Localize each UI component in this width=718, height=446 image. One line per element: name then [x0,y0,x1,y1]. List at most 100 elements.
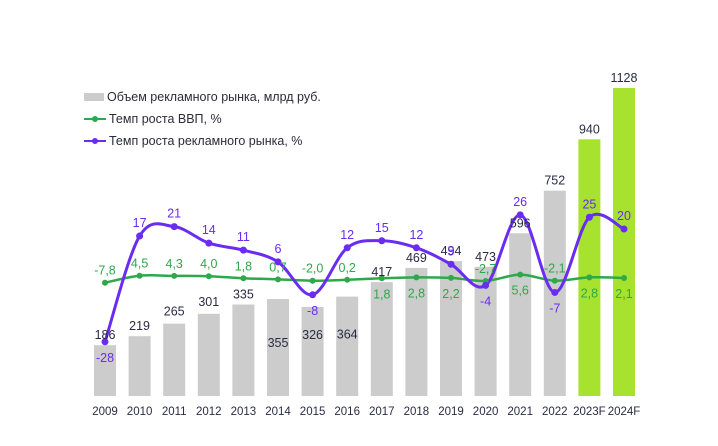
ad-point [482,281,490,289]
ad-value-label: 11 [237,230,250,244]
bar [267,299,289,396]
x-tick-label: 2010 [127,406,153,418]
x-tick-label: 2011 [162,406,187,418]
bar-value-label: 473 [475,250,496,264]
gdp-point [378,275,385,282]
gdp-point [102,279,108,286]
bar [336,296,359,396]
gdp-point [413,274,420,281]
bar [440,261,462,396]
bar-value-label: 219 [129,319,150,333]
ad-point [620,225,628,233]
bar-value-label: 417 [371,265,392,279]
ad-value-label: 14 [202,223,216,237]
ad-value-label: 12 [409,228,423,242]
gdp-value-label: 4,5 [131,257,148,271]
gdp-point [240,275,247,282]
ad-value-label: 17 [133,216,147,230]
ad-point [205,239,213,247]
bar [232,304,255,396]
ad-value-label: 20 [617,209,631,223]
x-tick-label: 2023F [573,406,606,418]
legend-label: Объем рекламного рынка, млрд руб. [107,90,321,104]
ad-point [447,260,455,268]
bar-value-label: 596 [510,216,531,230]
bar-value-label: 301 [198,295,219,309]
bar-value-label: 335 [233,288,254,302]
x-tick-label: 2017 [369,406,395,418]
ad-value-label: -8 [307,304,318,318]
bar-value-label: 265 [164,305,185,319]
x-tick-label: 2018 [404,406,430,418]
ad-value-label: 15 [375,221,389,235]
gdp-point [344,276,351,283]
bar-value-label: 364 [337,328,358,342]
gdp-point [586,274,593,281]
bar-value-label: 186 [95,328,116,342]
x-tick-label: 2015 [300,406,326,418]
x-tick-label: 2020 [473,406,499,418]
legend-item-ad-growth: Темп роста рекламного рынка, % [84,130,321,152]
bar-value-label: 469 [406,251,427,265]
bar-value-label: 940 [579,122,600,136]
bar-value-label: 355 [268,336,289,350]
bar [509,233,532,396]
x-tick-label: 2012 [196,406,222,418]
gdp-value-label: -2,7 [475,262,497,276]
ad-value-label: -28 [96,351,114,365]
ad-point [551,288,559,296]
ad-growth-line [103,212,625,343]
bar [94,345,116,396]
ad-point [274,258,282,266]
gdp-point [136,272,143,279]
legend-swatch-line [84,116,106,122]
bar-value-label: 326 [302,328,323,342]
ad-value-label: 26 [513,195,527,209]
x-tick-label: 2009 [92,406,118,418]
bar-value-label: 1128 [611,71,638,85]
ad-value-label: -4 [480,294,491,308]
gdp-growth-line [104,273,625,284]
x-tick-label: 2019 [438,406,464,418]
bar [370,282,393,396]
gdp-point [517,271,524,278]
bar [613,88,635,396]
bar [578,139,601,397]
gdp-point [275,276,281,283]
legend-item-ad-market-volume: Объем рекламного рынка, млрд руб. [84,86,321,108]
ad-value-label: -7 [549,301,560,315]
gdp-value-label: -7,8 [94,264,116,278]
legend-label: Темп роста ВВП, % [109,112,222,126]
gdp-value-label: -2,1 [544,262,566,276]
bar [301,306,324,396]
ad-value-label: 12 [340,228,354,242]
ad-point [170,223,178,231]
ad-point [412,244,420,252]
bar [474,266,497,396]
x-tick-label: 2013 [231,406,257,418]
legend-label: Темп роста рекламного рынка, % [109,134,303,148]
ad-point [136,232,144,240]
gdp-value-label: 0,2 [339,261,356,275]
gdp-value-label: -2,0 [302,262,324,276]
gdp-value-label: 4,3 [166,257,183,271]
gdp-value-label: 2,8 [581,286,598,300]
bar [197,313,220,396]
x-tick-label: 2022 [542,406,568,418]
x-tick-label: 2016 [334,406,360,418]
ad-value-label: 25 [582,197,596,211]
bar [405,267,428,396]
gdp-value-label: 2,2 [442,287,459,301]
gdp-value-label: 1,8 [235,259,252,273]
legend-swatch-bar [84,93,104,101]
bar-value-label: 494 [441,244,462,258]
gdp-point [171,272,178,279]
ad-point [516,211,524,219]
gdp-value-label: 0,7 [269,260,286,274]
gdp-value-label: 4,0 [200,257,217,271]
gdp-point [309,277,316,284]
ad-value-label: 6 [275,242,282,256]
legend-item-gdp-growth: Темп роста ВВП, % [84,108,321,130]
ad-point [378,237,386,245]
